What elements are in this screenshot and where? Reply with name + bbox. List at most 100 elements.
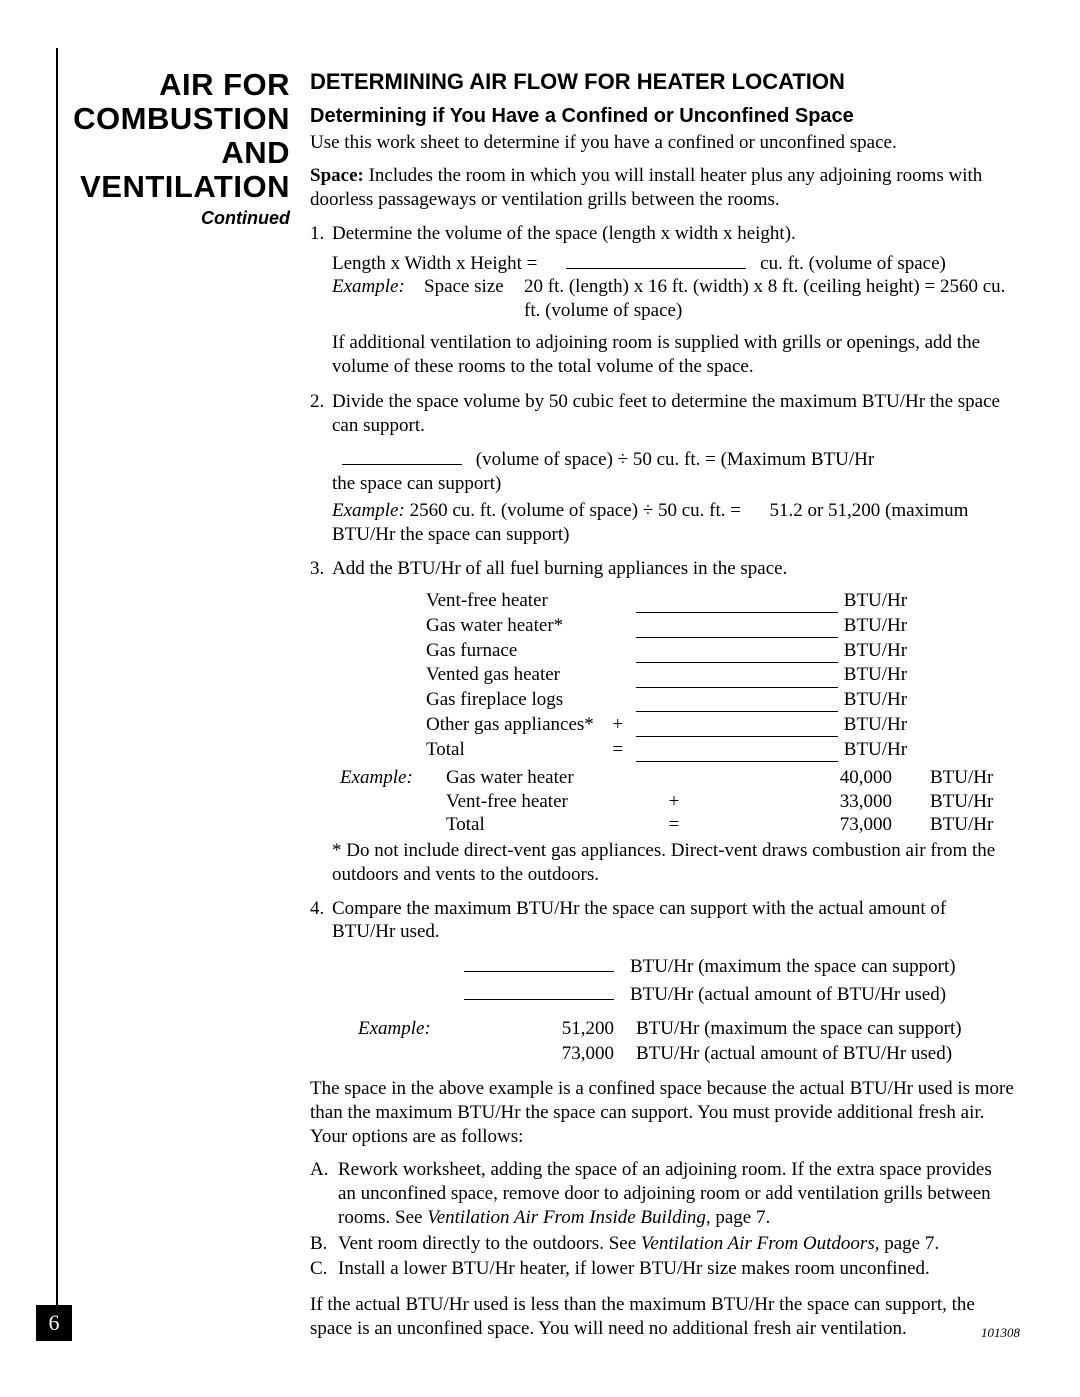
blank-line — [636, 638, 838, 663]
value: 33,000 — [694, 790, 900, 814]
unit: BTU/Hr — [838, 613, 913, 638]
blank-line — [456, 980, 622, 1008]
operator — [600, 589, 636, 613]
option-text: Install a lower BTU/Hr heater, if lower … — [338, 1257, 1014, 1281]
unit: BTU/Hr — [838, 589, 913, 613]
sidebar-title: AIR FOR COMBUSTION AND VENTILATION — [58, 68, 290, 204]
example-label — [350, 1041, 456, 1067]
content: DETERMINING AIR FLOW FOR HEATER LOCATION… — [310, 68, 1014, 1351]
sidebar-title-line: VENTILATION — [80, 169, 290, 204]
appliance-name: Vented gas heater — [420, 662, 600, 687]
unit: BTU/Hr — [838, 712, 913, 737]
document-number: 101308 — [981, 1325, 1020, 1341]
options-list: A.Rework worksheet, adding the space of … — [310, 1158, 1014, 1281]
option-item: B.Vent room directly to the outdoors. Se… — [310, 1232, 1014, 1256]
example-row: Total=73,000BTU/Hr — [332, 813, 1001, 837]
option-text: Vent room directly to the outdoors. See … — [338, 1232, 1014, 1256]
appliance-name: Gas water heater* — [420, 613, 600, 638]
operator: + — [600, 712, 636, 737]
value: 40,000 — [694, 766, 900, 790]
appliance-row: Vented gas heater BTU/Hr — [420, 662, 913, 687]
page-number-value: 6 — [49, 1310, 60, 1336]
description: BTU/Hr (actual amount of BTU/Hr used) — [628, 1041, 970, 1067]
step2-formula-tail: the space can support) — [332, 472, 1014, 496]
blank-line — [636, 712, 838, 737]
option-letter: A. — [310, 1158, 338, 1229]
example-label: Example: — [332, 275, 424, 323]
blank-line — [342, 446, 462, 465]
intro-text: Use this work sheet to determine if you … — [310, 131, 1014, 155]
appliance-name: Other gas appliances* — [420, 712, 600, 737]
appliance-table: Vent-free heater BTU/HrGas water heater*… — [420, 589, 913, 762]
step1-note: If additional ventilation to adjoining r… — [332, 331, 1014, 379]
operator: = — [654, 813, 694, 837]
unit: BTU/Hr — [900, 790, 1001, 814]
appliance-row: Gas water heater* BTU/Hr — [420, 613, 913, 638]
description: BTU/Hr (actual amount of BTU/Hr used) — [622, 980, 964, 1008]
step-1: 1. Determine the volume of the space (le… — [310, 222, 1014, 246]
formula-right: (volume of space) ÷ 50 cu. ft. = (Maximu… — [476, 449, 874, 470]
sidebar-title-line: AIR FOR — [159, 67, 290, 102]
step-text: Compare the maximum BTU/Hr the space can… — [332, 897, 1014, 945]
appliance-row: Gas furnace BTU/Hr — [420, 638, 913, 663]
blank-line — [566, 250, 746, 269]
option-item: A.Rework worksheet, adding the space of … — [310, 1158, 1014, 1229]
appliance-row: Other gas appliances*+ BTU/Hr — [420, 712, 913, 737]
step-text: Add the BTU/Hr of all fuel burning appli… — [332, 557, 1014, 581]
appliance-name: Gas water heater — [438, 766, 654, 790]
appliance-name: Total — [438, 813, 654, 837]
unit: BTU/Hr — [900, 813, 1001, 837]
operator — [600, 662, 636, 687]
step-2: 2. Divide the space volume by 50 cubic f… — [310, 390, 1014, 438]
option-letter: B. — [310, 1232, 338, 1256]
appliance-name: Total — [420, 737, 600, 762]
example-label — [332, 790, 438, 814]
page-frame: AIR FOR COMBUSTION AND VENTILATION Conti… — [56, 48, 1024, 1341]
value: 73,000 — [694, 813, 900, 837]
step-3: 3. Add the BTU/Hr of all fuel burning ap… — [310, 557, 1014, 581]
reference-italic: Ventilation Air From Outdoors, — [641, 1233, 880, 1254]
formula-left: Length x Width x Height = — [332, 253, 537, 274]
operator — [600, 613, 636, 638]
appliance-example-table: Example:Gas water heater40,000BTU/HrVent… — [332, 766, 1001, 837]
value: 73,000 — [456, 1041, 628, 1067]
operator — [654, 766, 694, 790]
space-definition: Space: Includes the room in which you wi… — [310, 164, 1014, 212]
spacer — [350, 980, 456, 1008]
step2-example: Example: 2560 cu. ft. (volume of space) … — [332, 499, 1014, 547]
description: BTU/Hr (maximum the space can support) — [628, 1016, 970, 1042]
sidebar-title-line: AND — [221, 135, 290, 170]
example-a: Space size — [424, 275, 524, 323]
unit: BTU/Hr — [838, 662, 913, 687]
blank-line — [636, 589, 838, 613]
conclusion-1: The space in the above example is a conf… — [310, 1077, 1014, 1148]
operator — [600, 638, 636, 663]
step-number: 1. — [310, 222, 332, 246]
compare-example-row: Example:51,200BTU/Hr (maximum the space … — [350, 1016, 970, 1042]
value: 51,200 — [456, 1016, 628, 1042]
example-label: Example: — [332, 500, 405, 521]
page-number: 6 — [36, 1305, 72, 1341]
step3-footnote: * Do not include direct-vent gas applian… — [332, 839, 1014, 887]
appliance-name: Vent-free heater — [420, 589, 600, 613]
compare-example-row: 73,000BTU/Hr (actual amount of BTU/Hr us… — [350, 1041, 970, 1067]
blank-line — [456, 952, 622, 980]
step-number: 4. — [310, 897, 332, 945]
step1-formula: Length x Width x Height = cu. ft. (volum… — [332, 250, 1014, 276]
example-row: Vent-free heater+33,000BTU/Hr — [332, 790, 1001, 814]
appliance-name: Gas furnace — [420, 638, 600, 663]
step1-example: Example: Space size 20 ft. (length) x 16… — [332, 275, 1014, 323]
option-item: C.Install a lower BTU/Hr heater, if lowe… — [310, 1257, 1014, 1281]
description: BTU/Hr (maximum the space can support) — [622, 952, 964, 980]
operator — [600, 687, 636, 712]
appliance-row: Total= BTU/Hr — [420, 737, 913, 762]
conclusion-2: If the actual BTU/Hr used is less than t… — [310, 1293, 1014, 1341]
unit: BTU/Hr — [838, 638, 913, 663]
example-label: Example: — [350, 1016, 456, 1042]
step-number: 3. — [310, 557, 332, 581]
blank-line — [636, 613, 838, 638]
step-number: 2. — [310, 390, 332, 438]
operator: = — [600, 737, 636, 762]
compare-table: BTU/Hr (maximum the space can support)BT… — [350, 952, 964, 1008]
option-text: Rework worksheet, adding the space of an… — [338, 1158, 1014, 1229]
